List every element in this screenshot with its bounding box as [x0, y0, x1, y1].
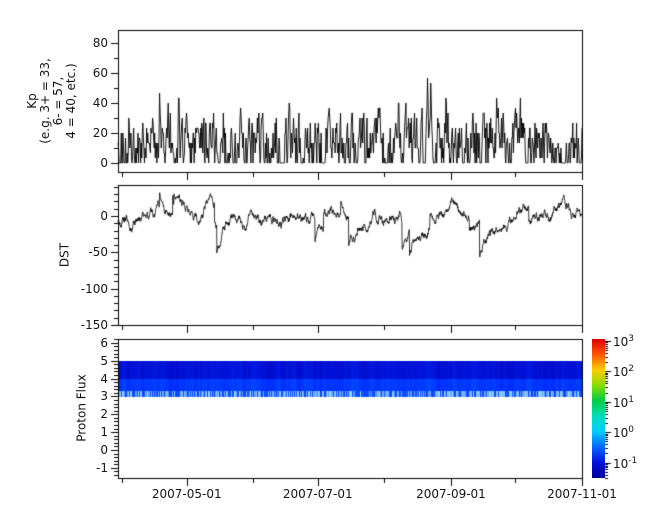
- colorbar-tick-exponent: 1: [628, 394, 635, 405]
- proton-flux-y-tick-label: 2: [100, 407, 108, 422]
- kp-y-tick-label: 40: [92, 96, 108, 110]
- x-tick-label: 2007-07-01: [282, 487, 353, 501]
- proton-flux-y-tick-label: 0: [100, 443, 108, 457]
- colorbar-tick-label: 100: [613, 425, 635, 441]
- kp-y-tick-label: 80: [92, 36, 108, 50]
- dst-y-tick-label: -50: [88, 245, 108, 260]
- colorbar-tick-exponent: 2: [628, 364, 635, 375]
- proton-flux-y-tick-label: 5: [100, 353, 108, 368]
- proton-flux-y-tick-label: 6: [100, 335, 108, 350]
- dst-y-tick-label: -150: [80, 318, 108, 332]
- colorbar-tick-label: 103: [613, 334, 635, 349]
- colorbar-tick-label: 102: [613, 364, 635, 380]
- colorbar-tick-exponent: 3: [628, 334, 635, 344]
- kp-y-tick-label: 60: [92, 66, 108, 80]
- x-tick-label: 2007-11-01: [547, 487, 617, 501]
- proton-flux-y-tick-label: 1: [100, 425, 108, 440]
- colorbar-gradient: [592, 339, 605, 478]
- colorbar-tick-label: 10-1: [613, 455, 638, 471]
- proton-flux-y-tick-label: -1: [96, 460, 108, 475]
- colorbar-tick-exponent: -1: [628, 455, 638, 466]
- proton-flux-y-tick-label: 4: [100, 371, 108, 386]
- colorbar-tick-label: 101: [613, 394, 635, 410]
- proton-flux-y-tick-label: 3: [100, 389, 108, 404]
- kp-y-tick-label: 20: [92, 126, 108, 140]
- kp-y-tick-label: 0: [100, 156, 108, 170]
- colorbar-tick-exponent: 0: [628, 425, 635, 436]
- dst-y-tick-label: 0: [100, 209, 108, 223]
- x-tick-label: 2007-05-01: [151, 487, 222, 501]
- x-tick-label: 2007-09-01: [416, 487, 486, 501]
- dst-y-tick-label: -100: [80, 281, 108, 296]
